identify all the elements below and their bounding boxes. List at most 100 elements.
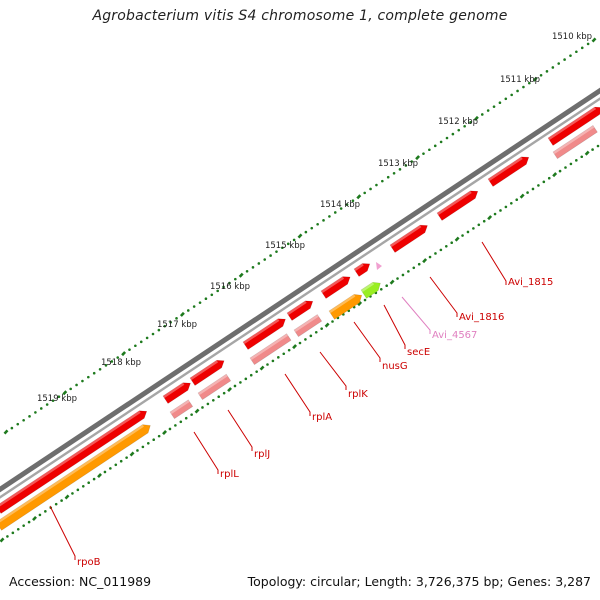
ruler-dot — [22, 418, 25, 422]
gene-label-leader — [319, 351, 347, 390]
ruler-dot — [328, 215, 331, 218]
inner-ruler-dot — [174, 424, 177, 427]
inner-ruler-dot-major — [357, 301, 363, 307]
ruler-dot — [75, 383, 78, 387]
inner-ruler-dot-major — [259, 365, 265, 371]
inner-ruler-dot — [542, 180, 546, 184]
gene-label-leader — [353, 321, 381, 362]
inner-ruler-dot — [136, 449, 139, 452]
inner-ruler-dot — [526, 191, 529, 194]
inner-ruler-dot — [482, 219, 486, 223]
ruler-dot — [351, 199, 355, 203]
gene-avi4567-marker — [376, 262, 382, 270]
inner-ruler-dot — [201, 406, 204, 409]
inner-ruler-dot — [168, 427, 172, 431]
inner-ruler-dot — [428, 255, 432, 259]
inner-ruler-dot — [558, 169, 562, 173]
ruler-dot — [369, 187, 372, 191]
gene-rpoB-forward-highlight — [0, 410, 141, 507]
ruler-dot — [139, 340, 143, 344]
inner-ruler-dot-major — [584, 150, 590, 156]
ruler-dot — [110, 360, 114, 363]
inner-ruler-dot — [239, 381, 242, 384]
ruler-dot — [10, 426, 14, 430]
ruler-dot — [433, 144, 437, 148]
inner-ruler-dot — [76, 488, 80, 492]
gene-rpoB-orange — [0, 424, 151, 531]
inner-ruler-dot-major — [454, 236, 460, 242]
gene-rplA-forward-highlight — [243, 318, 280, 345]
ruler-dot — [580, 46, 584, 50]
gene-secE-green-highlight — [361, 282, 375, 293]
ruler-dot — [339, 207, 343, 210]
ruler-dot — [57, 395, 61, 399]
inner-ruler-dot — [157, 434, 161, 438]
inner-ruler-dot — [515, 198, 519, 202]
ruler-dot — [251, 266, 255, 269]
ruler-dot — [275, 250, 278, 253]
ruler-tick-label: 1517 kbp — [157, 320, 197, 330]
ruler-dot — [398, 168, 402, 171]
gene-label-rpll: rplL — [220, 469, 239, 480]
gene-label-nusg: nusG — [382, 361, 408, 372]
gene-avi1815-forward-highlight — [437, 190, 472, 216]
inner-ruler-dot-major — [422, 258, 428, 264]
inner-ruler-dot — [103, 470, 107, 474]
inner-ruler-dot — [510, 202, 513, 205]
gene-rpoB-forward — [0, 410, 148, 514]
gene-rplK2-forward-highlight — [321, 276, 345, 294]
inner-ruler-dot — [152, 438, 156, 442]
inner-ruler-dot-major — [129, 451, 135, 457]
inner-ruler-dot — [44, 510, 47, 513]
ruler-dot — [410, 160, 414, 163]
inner-ruler-dot — [591, 148, 594, 151]
ruler-dot-major — [356, 194, 362, 200]
inner-ruler-dot — [298, 341, 302, 345]
ruler-dot — [28, 415, 31, 418]
ruler-dot — [551, 66, 555, 69]
ruler-dot — [269, 254, 272, 257]
ruler-dot — [45, 403, 49, 406]
ruler-dot — [245, 269, 249, 273]
gene-nusG-orange-highlight — [329, 294, 356, 314]
gene-rplL-reverse — [169, 399, 194, 420]
gene-rplA-reverse — [249, 333, 292, 366]
gene-label-leader — [481, 241, 507, 285]
gene-rplL-forward — [162, 382, 191, 404]
ruler-tick-label: 1515 kbp — [265, 241, 305, 251]
ruler-tick-label: 1510 kbp — [552, 32, 592, 42]
inner-ruler-dot — [444, 244, 448, 248]
ruler-dot — [428, 148, 431, 152]
gene-label-avi_1816: Avi_1816 — [459, 312, 504, 323]
inner-ruler-dot — [282, 352, 286, 356]
inner-ruler-dot — [407, 270, 410, 273]
ruler-dot — [304, 230, 308, 234]
inner-ruler-dot — [287, 348, 291, 352]
gene-rplA-reverse-highlight — [250, 333, 289, 361]
ruler-dot — [322, 219, 325, 222]
ruler-dot-major — [591, 37, 597, 43]
ruler-dot — [39, 407, 43, 410]
inner-ruler-dot-major — [292, 344, 298, 350]
inner-ruler-dot — [81, 484, 85, 488]
ruler-dot — [392, 171, 396, 175]
inner-ruler-dot — [190, 413, 193, 416]
inner-ruler-dot — [141, 445, 145, 449]
inner-ruler-dot — [434, 252, 437, 255]
ruler-dot — [204, 297, 208, 301]
inner-ruler-dot — [466, 230, 470, 234]
inner-ruler-dot — [575, 159, 578, 162]
ruler-dot — [439, 140, 443, 144]
inner-ruler-dot — [363, 298, 367, 302]
gene-edge-forward-highlight — [548, 107, 597, 141]
inner-ruler-dot — [450, 241, 454, 245]
inner-ruler-dot-major — [0, 537, 5, 543]
ruler-dot — [480, 113, 484, 116]
gene-label-avi_1815: Avi_1815 — [508, 277, 553, 288]
gene-rplJ-forward-highlight — [190, 360, 219, 381]
ruler-dot — [234, 277, 237, 281]
inner-ruler-dot — [22, 524, 25, 527]
inner-ruler-dot-major — [487, 215, 493, 221]
